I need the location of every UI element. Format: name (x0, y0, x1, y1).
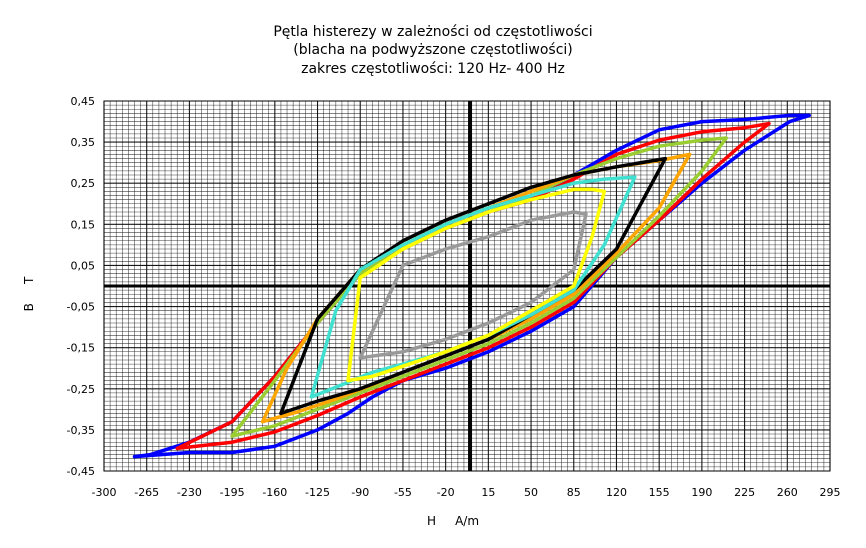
x-tick-label: -230 (177, 486, 202, 499)
series-line-5 (279, 156, 668, 416)
y-tick-label: -0,05 (67, 301, 95, 314)
title-line-1: Pętla histerezy w zależności od częstotl… (273, 24, 592, 40)
y-tick-label: -0,35 (67, 424, 95, 437)
chart-title: Pętla histerezy w zależności od częstotl… (273, 24, 592, 77)
x-tick-label: 260 (777, 486, 798, 499)
x-tick-label: 295 (820, 486, 841, 499)
y-axis-label: B T (22, 276, 36, 311)
x-tick-label: -265 (134, 486, 159, 499)
x-tick-label: -125 (305, 486, 330, 499)
y-tick-label: 0,35 (71, 136, 96, 149)
series-line-7 (346, 187, 607, 383)
x-tick-label: 50 (524, 486, 538, 499)
x-tick-labels: -300 -265 -230 -195 -160 -125 -90 -55 -20 15 50 85 1… (92, 486, 841, 499)
x-tick-label: 120 (606, 486, 627, 499)
x-axis-label: H A/m (427, 514, 479, 528)
y-tick-label: 0,05 (71, 259, 96, 272)
x-tick-label: -195 (220, 486, 245, 499)
x-tick-label: 155 (649, 486, 670, 499)
series-line-8 (358, 210, 588, 360)
x-tick-label: -20 (437, 486, 455, 499)
x-tick-label: 85 (567, 486, 581, 499)
y-tick-label: -0,25 (67, 383, 95, 396)
series-line-6 (309, 175, 637, 399)
y-tick-labels: 0,45 0,35 0,25 0,15 0,05 -0,05 -0,15 -0,25 -0,35… (67, 95, 95, 478)
y-tick-label: -0,45 (67, 465, 95, 478)
x-tick-label: -160 (262, 486, 287, 499)
y-tick-label: 0,15 (71, 218, 96, 231)
y-tick-label: -0,15 (67, 342, 95, 355)
y-tick-label: 0,45 (71, 95, 96, 108)
series-group (132, 113, 812, 459)
axes (104, 101, 830, 471)
x-tick-label: -55 (394, 486, 412, 499)
x-tick-label: 190 (691, 486, 712, 499)
x-tick-label: 15 (481, 486, 495, 499)
title-line-3: zakres częstotliwości: 120 Hz- 400 Hz (301, 61, 565, 77)
y-tick-label: 0,25 (71, 177, 96, 190)
x-tick-label: -300 (92, 486, 117, 499)
title-line-2: (blacha na podwyższone częstotliwości) (293, 42, 573, 58)
x-tick-label: 225 (734, 486, 755, 499)
x-tick-label: -90 (351, 486, 369, 499)
